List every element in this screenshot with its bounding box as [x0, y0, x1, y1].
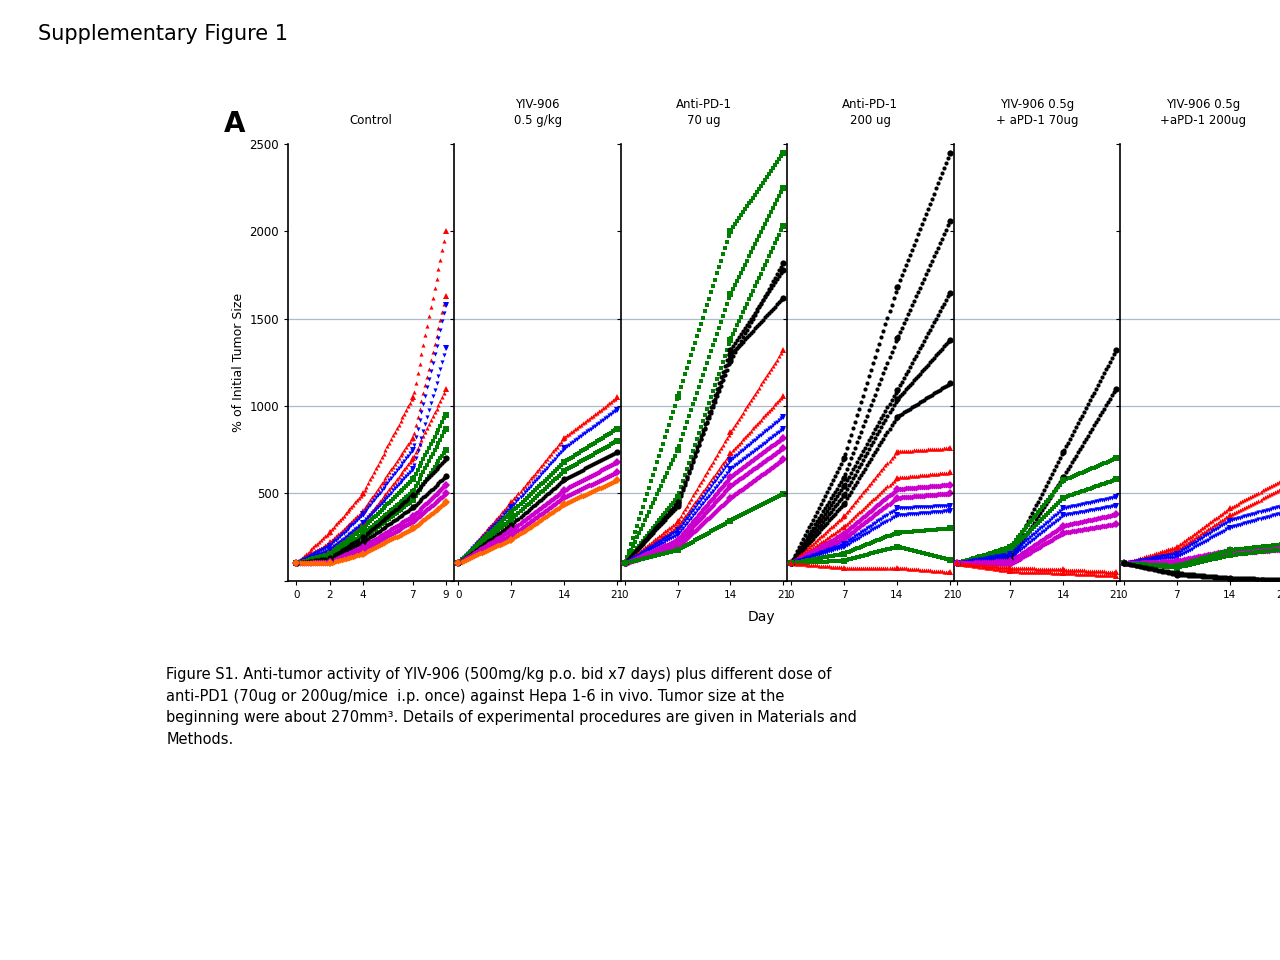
Text: YIV-906 0.5g
+ aPD-1 70ug: YIV-906 0.5g + aPD-1 70ug: [996, 98, 1078, 127]
Text: YIV-906 0.5g
+aPD-1 200ug: YIV-906 0.5g +aPD-1 200ug: [1160, 98, 1247, 127]
Text: Anti-PD-1
70 ug: Anti-PD-1 70 ug: [676, 98, 732, 127]
Text: Day: Day: [748, 610, 776, 624]
Text: Anti-PD-1
200 ug: Anti-PD-1 200 ug: [842, 98, 899, 127]
Text: Figure S1. Anti-tumor activity of YIV-906 (500mg/kg p.o. bid x7 days) plus diffe: Figure S1. Anti-tumor activity of YIV-90…: [166, 667, 858, 747]
Y-axis label: % of Initial Tumor Size: % of Initial Tumor Size: [232, 293, 246, 432]
Text: A: A: [224, 110, 246, 138]
Text: Supplementary Figure 1: Supplementary Figure 1: [38, 24, 288, 44]
Text: YIV-906
0.5 g/kg: YIV-906 0.5 g/kg: [513, 98, 562, 127]
Text: Control: Control: [349, 113, 393, 127]
